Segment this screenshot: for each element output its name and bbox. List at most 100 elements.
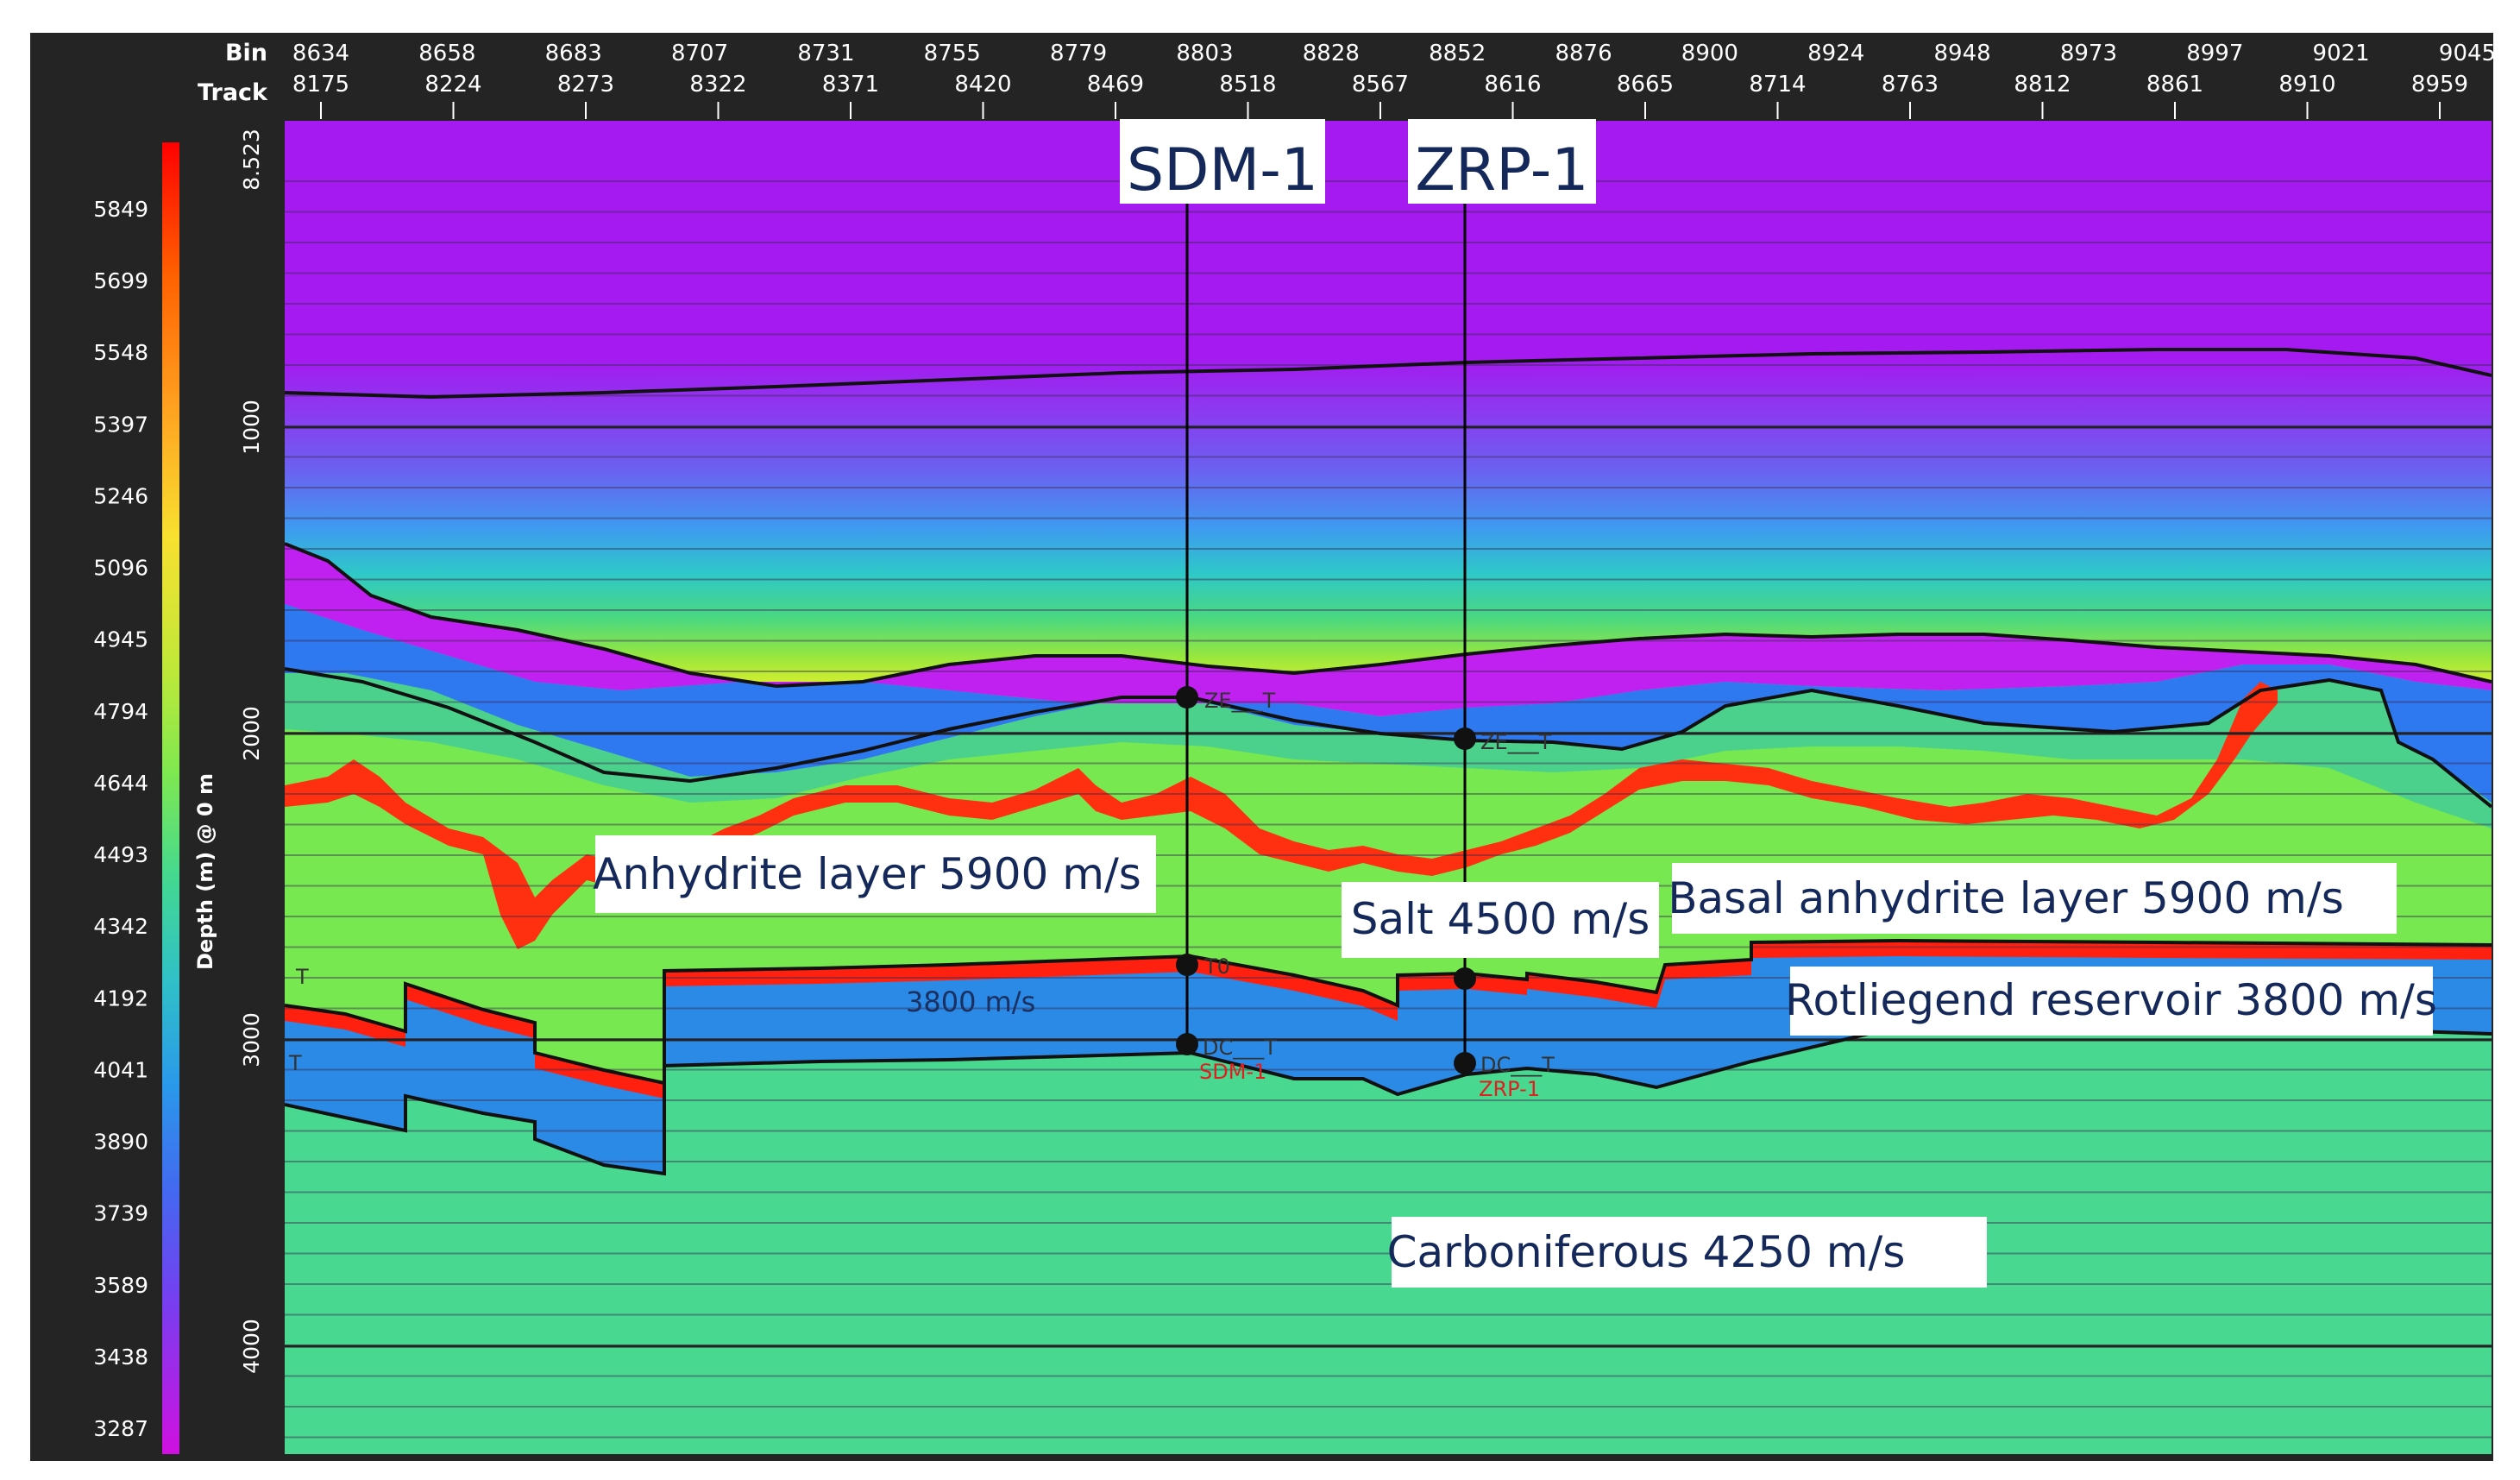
basal-label-box: [1672, 863, 2397, 934]
rotliegend-inline-velocity: 3800 m/s: [906, 986, 1035, 1018]
colorbar-tick-label: 3287: [93, 1416, 148, 1441]
wells: SDM-1 ZRP-1 ZE___T T0 DC___T SDM-1 ZE___…: [1120, 119, 1596, 1101]
colorbar-tick-label: 4945: [93, 627, 148, 652]
well-zrp1-bottom-name: ZRP-1: [1479, 1077, 1540, 1101]
horizon-pick-t-lower: T: [288, 1051, 302, 1075]
depth-tick-label: 8.523: [239, 129, 264, 191]
well-sdm1-name: SDM-1: [1127, 136, 1318, 205]
rotliegend-label: Rotliegend reservoir 3800 m/s: [1785, 975, 2437, 1025]
horizon-top-rotliegend: [285, 938, 2492, 1086]
colorbar-tick-label: 5849: [93, 197, 148, 222]
colorbar-tick-label: 4644: [93, 771, 148, 796]
horizon-base-rotliegend: [285, 1020, 2492, 1176]
colorbar-tick-label: 5096: [93, 556, 148, 581]
track-tick-label: 8175: [292, 72, 349, 98]
track-tick-label: 8273: [557, 72, 614, 98]
carboniferous-label: Carboniferous 4250 m/s: [1387, 1227, 1906, 1277]
well-sdm1-top-marker: [1176, 686, 1198, 709]
track-tick-label: 8224: [424, 72, 481, 98]
depth-axis-label: Depth (m) @ 0 m: [193, 773, 217, 970]
basal-label: Basal anhydrite layer 5900 m/s: [1668, 873, 2344, 923]
salt-label: Salt 4500 m/s: [1351, 894, 1650, 944]
depth-tick-label: 1000: [239, 400, 264, 455]
track-tick-label: 8567: [1352, 72, 1409, 98]
track-tick-labels: 8175 8224 8273 8322 8371 8420 8469 8518 8567 8616…: [292, 72, 2468, 119]
well-zrp1-top-marker: [1454, 727, 1476, 750]
colorbar-tick-label: 5246: [93, 483, 148, 508]
track-tick-label: 8616: [1484, 72, 1541, 98]
well-zrp1-top-label: ZE___T: [1480, 730, 1552, 754]
depth-grid: [285, 180, 2492, 1439]
bin-tick-label: 8924: [1807, 41, 1864, 66]
bin-tick-label: 9021: [2313, 41, 2370, 66]
colorbar-tick-label: 5397: [93, 412, 148, 437]
track-tick-label: 8322: [689, 72, 746, 98]
horizon-top-zechstein: [285, 542, 2492, 689]
colorbar-tick-label: 4342: [93, 914, 148, 939]
colorbar-tick-label: 4493: [93, 842, 148, 867]
bin-tick-label: 9045: [2439, 41, 2496, 66]
salt-teal-band: [285, 673, 2492, 828]
well-zrp1-bottom-marker-label: DC___T: [1480, 1053, 1555, 1077]
depth-tick-label: 4000: [239, 1319, 264, 1374]
colorbar-tick-label: 3589: [93, 1273, 148, 1298]
salt-label-box: [1342, 882, 1659, 958]
well-zrp1-mid-marker: [1454, 967, 1476, 990]
bin-tick-label: 8683: [545, 41, 602, 66]
track-tick-label: 8714: [1749, 72, 1806, 98]
well-sdm1-bottom-marker-label: DC___T: [1203, 1036, 1277, 1060]
carboniferous-label-box: [1392, 1217, 1987, 1288]
track-tick-label: 8420: [954, 72, 1011, 98]
well-sdm1-bottom-name: SDM-1: [1199, 1060, 1266, 1084]
colorbar-tick-label: 5699: [93, 268, 148, 293]
bin-tick-label: 8973: [2060, 41, 2117, 66]
track-axis-label: Track: [198, 79, 268, 106]
bin-tick-label: 8707: [671, 41, 728, 66]
track-tick-label: 8469: [1087, 72, 1144, 98]
track-tick-label: 8812: [2014, 72, 2071, 98]
bin-tick-label: 8828: [1303, 41, 1360, 66]
track-tick-label: 8371: [822, 72, 879, 98]
track-tick-label: 8763: [1882, 72, 1939, 98]
horizon-lines: [285, 348, 2492, 1176]
colorbar-tick-label: 4041: [93, 1057, 148, 1082]
well-zrp1-label-box: [1408, 119, 1596, 204]
well-sdm1-bottom-marker: [1176, 1033, 1198, 1055]
bin-tick-label: 8779: [1050, 41, 1107, 66]
colorbar-tick-label: 4794: [93, 699, 148, 724]
bin-tick-label: 8803: [1176, 41, 1233, 66]
colorbar-tick-label: 3890: [93, 1130, 148, 1155]
section-plot: [285, 121, 2492, 1454]
velocity-colorbar: [162, 142, 179, 1454]
horizon-shallow: [285, 348, 2492, 400]
anhydrite-label: Anhydrite layer 5900 m/s: [593, 849, 1141, 899]
track-tick-label: 8518: [1219, 72, 1276, 98]
upper-purple-cap: [285, 544, 2492, 716]
colorbar-labels: 5849 5699 5548 5397 5246 5096 4945 4794 4644 4493…: [93, 197, 148, 1441]
well-sdm1-label-box: [1120, 119, 1325, 204]
zechstein-upper-layer: [285, 604, 2492, 803]
bin-tick-label: 8755: [924, 41, 981, 66]
bin-axis-label: Bin: [225, 40, 267, 66]
rotliegend-label-box: [1790, 967, 2433, 1036]
bin-tick-label: 8731: [797, 41, 854, 66]
bin-tick-labels: 8634 8658 8683 8707 8731 8755 8779 8803 8828 8852…: [292, 41, 2496, 66]
bin-tick-label: 8658: [418, 41, 475, 66]
horizon-base-upper-anhydrite: [285, 667, 2492, 809]
bin-tick-label: 8634: [292, 41, 349, 66]
well-zrp1-bottom-marker: [1454, 1052, 1476, 1074]
well-sdm1-mid-label: T0: [1203, 954, 1230, 979]
colorbar-tick-label: 3739: [93, 1201, 148, 1226]
colorbar-tick-label: 5548: [93, 340, 148, 365]
track-tick-label: 8910: [2278, 72, 2335, 98]
depth-tick-label: 3000: [239, 1012, 264, 1067]
track-tick-label: 8665: [1617, 72, 1674, 98]
bin-tick-label: 8997: [2186, 41, 2243, 66]
bin-tick-label: 8948: [1934, 41, 1991, 66]
basal-anhydrite-layer: [285, 941, 2492, 1099]
colorbar-tick-label: 3438: [93, 1345, 148, 1370]
track-tick-label: 8959: [2411, 72, 2468, 98]
well-sdm1-mid-marker: [1176, 954, 1198, 976]
depth-tick-labels: 8.523 1000 2000 3000 4000: [239, 129, 264, 1374]
